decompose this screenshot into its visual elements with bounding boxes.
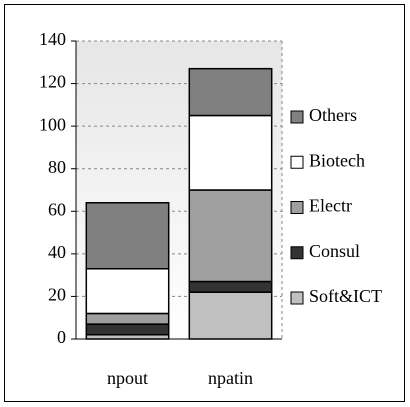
bar-segment	[188, 291, 273, 340]
legend-swatch	[290, 246, 304, 260]
bar-segment	[188, 67, 273, 117]
legend-label: Electr	[309, 196, 352, 216]
y-tick-label: 40	[48, 242, 66, 262]
y-tick-label: 100	[39, 114, 66, 134]
x-tick-label: npout	[107, 368, 148, 388]
legend-swatch	[290, 201, 304, 214]
legend-label: Consul	[309, 241, 360, 261]
bar-segment	[85, 202, 170, 270]
legend-swatch	[290, 155, 304, 169]
legend-label: Biotech	[309, 150, 365, 170]
legend-swatch	[290, 291, 304, 305]
x-tick-label: npatin	[208, 368, 253, 388]
bar-segment	[188, 280, 273, 293]
legend-label: Soft&ICT	[309, 286, 382, 306]
y-tick-label: 20	[48, 285, 66, 305]
y-tick-label: 60	[48, 199, 66, 219]
bar-segment	[85, 268, 170, 315]
legend-label: Others	[309, 105, 357, 125]
y-tick-label: 0	[57, 327, 66, 347]
bar-segment	[188, 114, 273, 191]
y-tick-label: 120	[39, 72, 66, 92]
bar-segment	[188, 189, 273, 283]
bar-segment	[85, 312, 170, 325]
y-tick-label: 140	[39, 29, 66, 49]
y-tick-label: 80	[48, 157, 66, 177]
bar-segment	[85, 323, 170, 336]
legend-swatch	[290, 110, 304, 124]
